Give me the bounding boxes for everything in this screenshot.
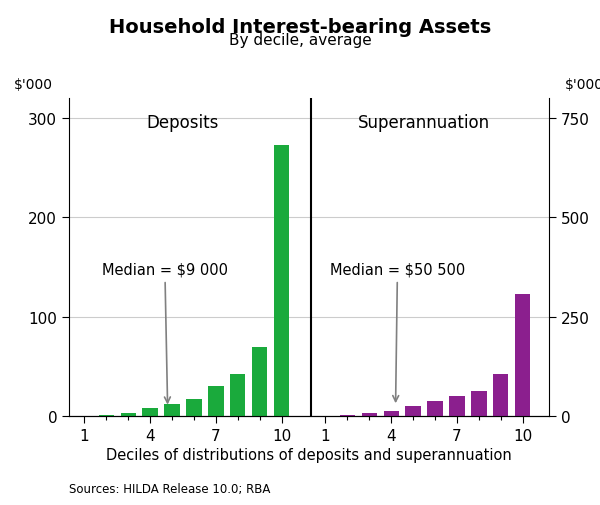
Bar (406, 407, 421, 417)
Text: Median = $9 000: Median = $9 000 (102, 263, 228, 403)
Bar (164, 405, 179, 417)
Bar (449, 396, 464, 417)
Text: Median = $50 500: Median = $50 500 (330, 263, 465, 401)
Bar (208, 386, 224, 417)
Text: Deposits: Deposits (147, 114, 219, 131)
Bar (142, 409, 158, 417)
Text: By decile, average: By decile, average (229, 33, 371, 48)
Bar (121, 413, 136, 417)
Bar (427, 401, 443, 417)
Text: $'000: $'000 (14, 78, 53, 92)
Bar (362, 414, 377, 417)
Text: Household Interest-bearing Assets: Household Interest-bearing Assets (109, 18, 491, 37)
Bar (471, 391, 487, 417)
Text: Deciles of distributions of deposits and superannuation: Deciles of distributions of deposits and… (106, 447, 512, 462)
Bar (340, 415, 355, 417)
Bar (98, 415, 114, 417)
Bar (230, 374, 245, 417)
Bar (252, 347, 268, 417)
Bar (383, 411, 399, 417)
Text: $'000: $'000 (565, 78, 600, 92)
Bar (274, 146, 289, 417)
Text: Superannuation: Superannuation (358, 114, 490, 131)
Bar (186, 399, 202, 417)
Bar (493, 374, 508, 417)
Bar (515, 294, 530, 417)
Text: Sources: HILDA Release 10.0; RBA: Sources: HILDA Release 10.0; RBA (69, 482, 271, 495)
